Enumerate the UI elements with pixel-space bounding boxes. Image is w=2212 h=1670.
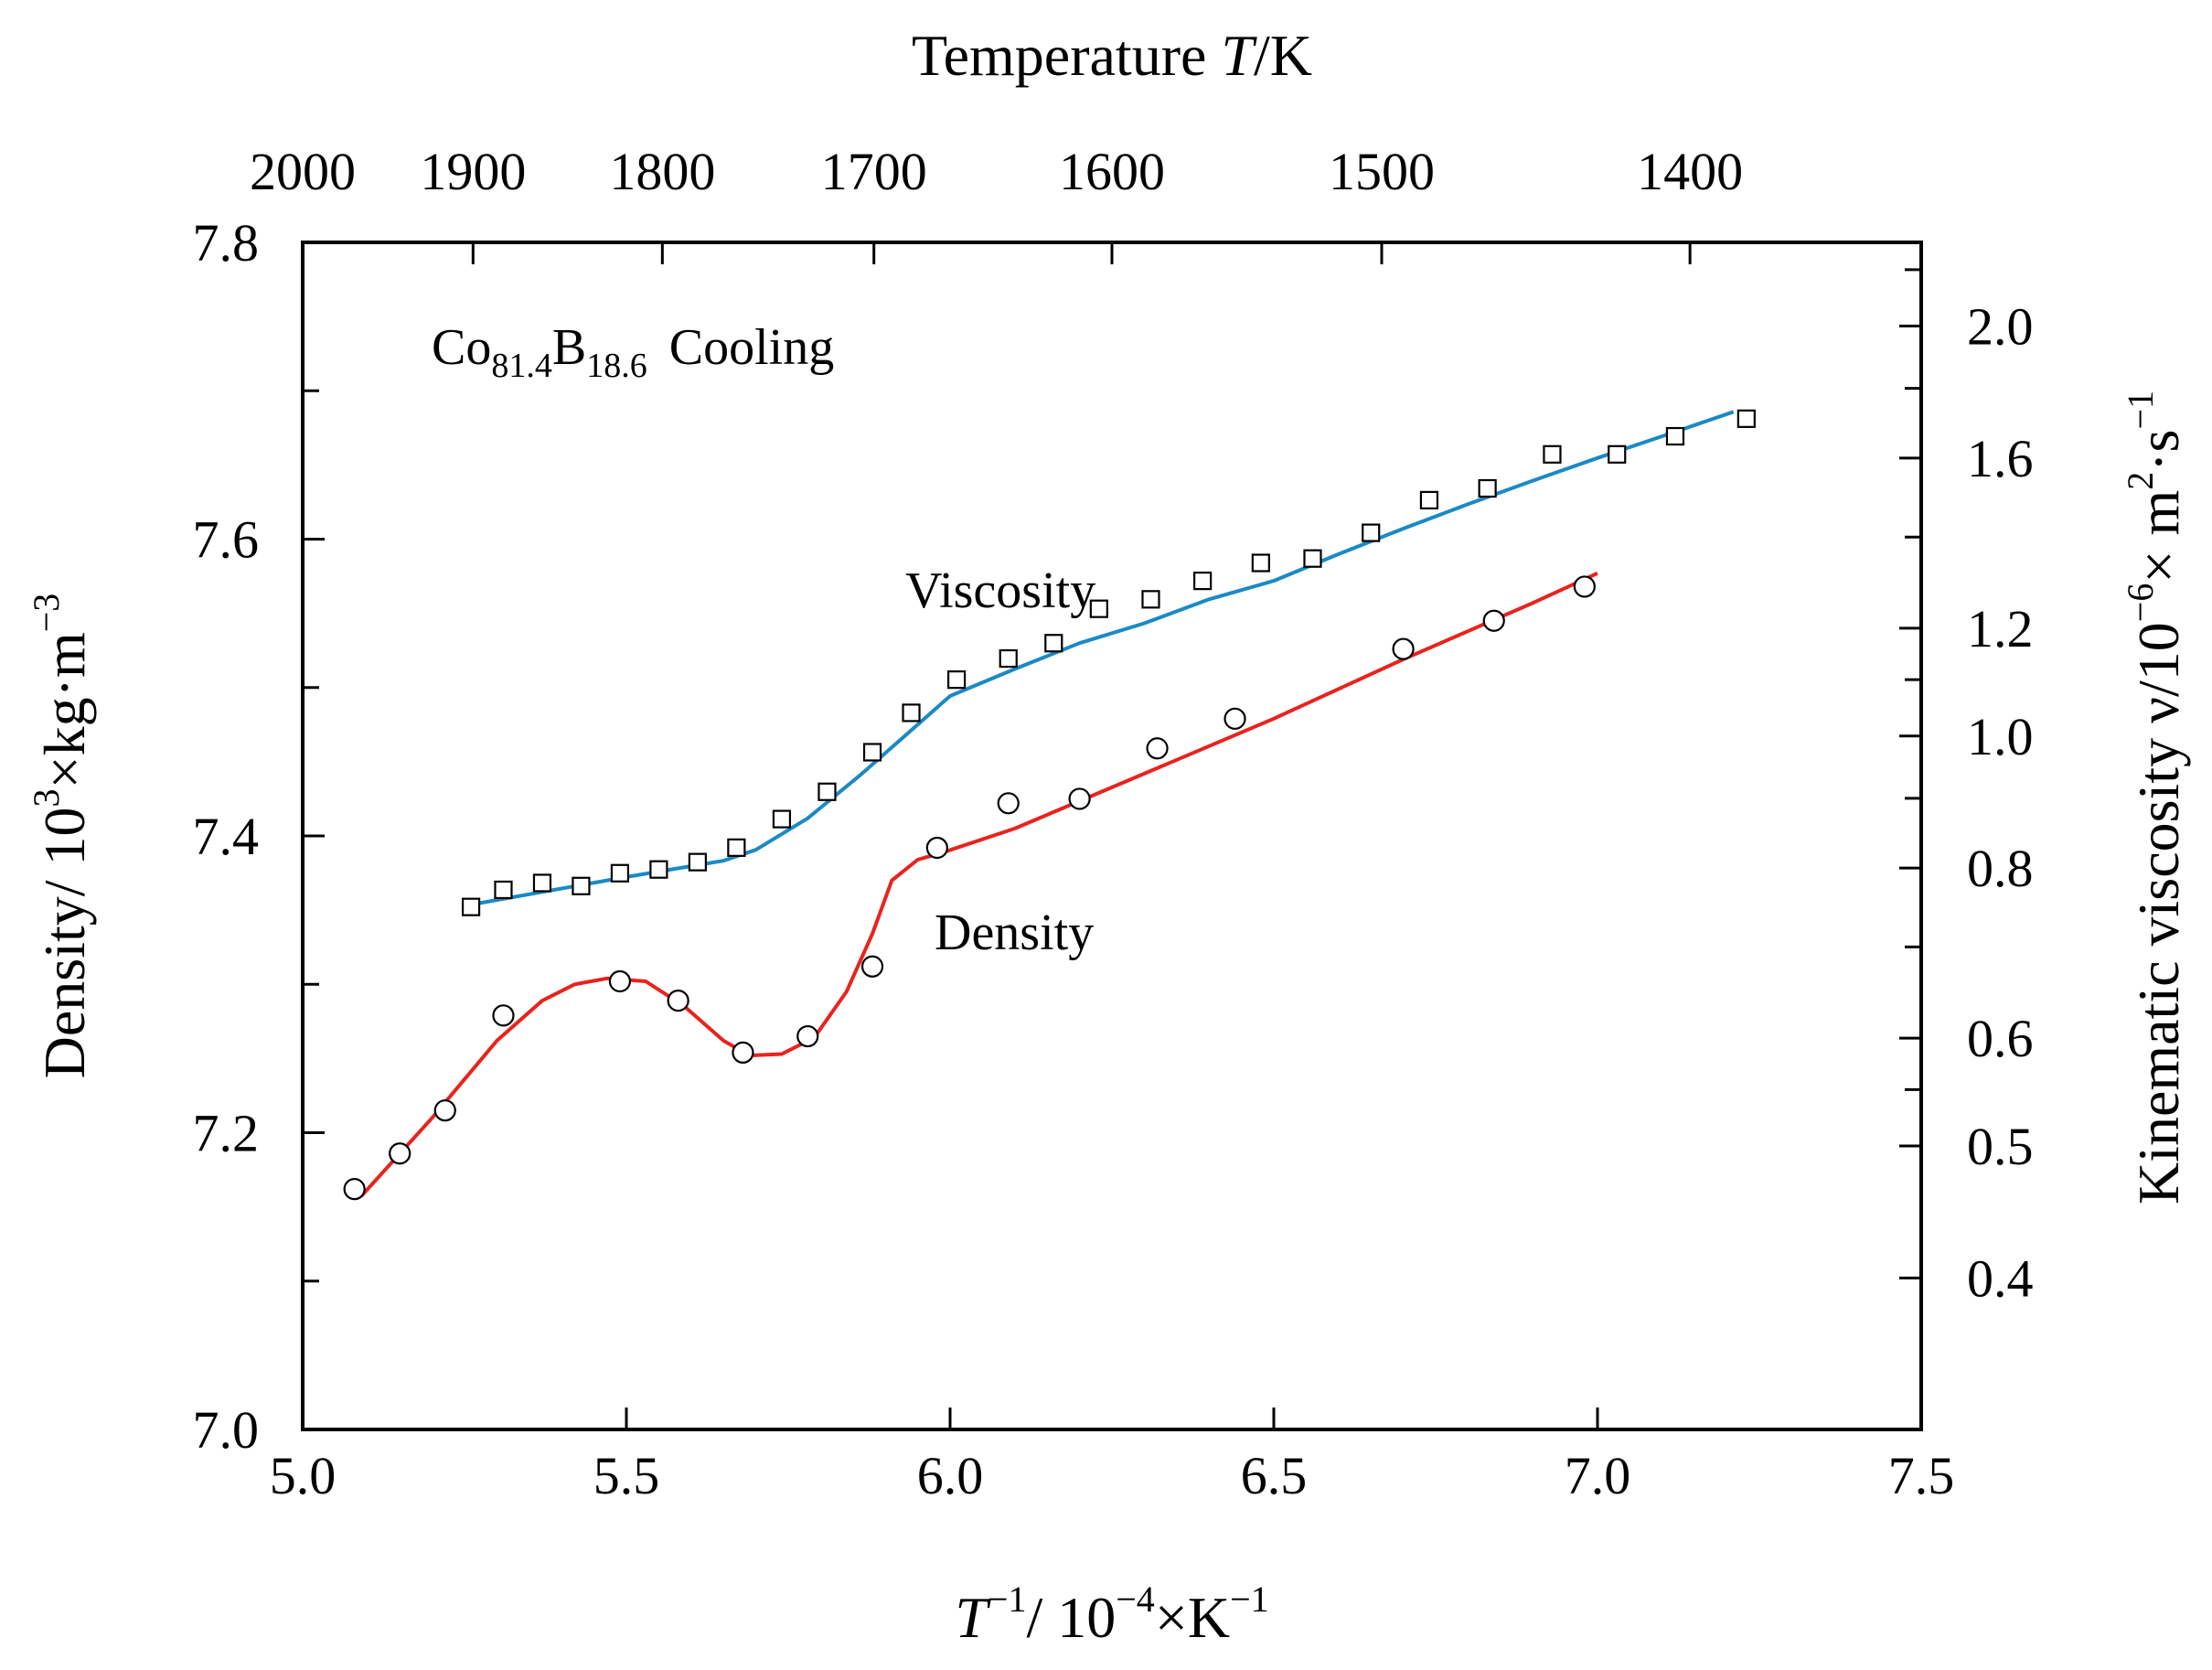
x-top-axis-title: Temperature T/K: [912, 23, 1312, 88]
density-point: [1224, 707, 1246, 730]
y-left-tick-label: 7.4: [193, 807, 260, 866]
x-bottom-axis: 5.0 5.5 6.0 6.5 7.0 7.5: [270, 1408, 1955, 1505]
data-markers: [343, 409, 1756, 1201]
plot-frame: [301, 241, 1923, 1431]
x-bottom-tick-label: 6.0: [917, 1446, 984, 1505]
density-point: [608, 969, 632, 993]
viscosity-point: [1303, 549, 1322, 568]
viscosity-point: [1543, 444, 1562, 464]
density-point: [433, 1099, 456, 1122]
density-point: [925, 836, 948, 860]
y-right-tick-label: 0.8: [1967, 839, 2034, 898]
x-top-tick-label: 1600: [1059, 142, 1165, 201]
viscosity-point: [1419, 490, 1439, 509]
viscosity-point: [649, 860, 668, 879]
x-top-axis: 2000 1900 1800 1700 1600 1500 1400: [250, 142, 1743, 264]
viscosity-point: [1141, 590, 1160, 609]
x-bottom-tick-label: 7.0: [1565, 1446, 1631, 1505]
y-left-axis-title: Density/ 103×kg·m−3: [26, 594, 97, 1079]
density-point: [389, 1142, 411, 1165]
viscosity-point: [862, 743, 882, 762]
y-right-tick-label: 2.0: [1967, 297, 2034, 357]
viscosity-point: [727, 838, 746, 857]
density-point: [1068, 787, 1091, 810]
viscosity-point: [1736, 409, 1756, 428]
density-point: [492, 1004, 515, 1027]
viscosity-point: [772, 809, 792, 829]
viscosity-point: [1193, 572, 1213, 591]
viscosity-point: [1089, 599, 1108, 618]
y-left-tick-label: 7.8: [193, 213, 260, 273]
x-bottom-tick-label: 5.0: [270, 1446, 337, 1505]
density-point: [1482, 609, 1505, 632]
x-top-tick-label: 1800: [609, 142, 715, 201]
viscosity-point: [1362, 523, 1381, 542]
viscosity-point: [688, 852, 707, 872]
viscosity-point: [610, 863, 630, 883]
y-right-tick-label: 1.0: [1967, 707, 2034, 766]
x-top-tick-label: 1900: [420, 142, 526, 201]
y-right-tick-label: 0.4: [1967, 1248, 2034, 1308]
viscosity-point: [572, 876, 591, 895]
viscosity-point: [902, 703, 921, 723]
y-left-tick-label: 7.2: [193, 1104, 260, 1163]
density-point: [796, 1024, 819, 1048]
x-top-tick-label: 1400: [1637, 142, 1743, 201]
y-right-tick-label: 1.2: [1967, 599, 2034, 658]
y-right-tick-label: 1.6: [1967, 429, 2034, 488]
density-point: [997, 792, 1020, 815]
density-point: [667, 989, 689, 1012]
viscosity-point: [494, 880, 513, 900]
y-right-tick-label: 0.6: [1967, 1009, 2034, 1068]
series-label-density: Density: [935, 905, 1094, 961]
series-label-viscosity: Viscosity: [905, 562, 1095, 619]
x-top-tick-label: 1700: [821, 142, 927, 201]
density-point: [1573, 575, 1596, 598]
x-bottom-tick-label: 6.5: [1241, 1446, 1308, 1505]
density-point: [860, 955, 884, 978]
y-left-tick-label: 7.0: [193, 1400, 260, 1460]
y-left-axis: 7.0 7.2 7.4 7.6 7.8: [193, 213, 325, 1460]
x-top-tick-label: 2000: [250, 142, 356, 201]
viscosity-point: [1251, 553, 1270, 573]
viscosity-point: [1665, 426, 1685, 446]
viscosity-point: [999, 648, 1018, 669]
viscosity-point: [461, 897, 481, 916]
density-point: [1392, 637, 1415, 660]
y-right-axis: 0.4 0.5 0.6 0.8 1.0 1.2 1.6 2.0: [1899, 268, 2034, 1308]
viscosity-point: [817, 782, 837, 801]
viscosity-point: [532, 873, 552, 893]
compound-label: Co81.4B18.6 Cooling: [432, 319, 834, 385]
x-bottom-axis-title: T−1/ 10−4×K−1: [955, 1579, 1268, 1650]
fit-lines: [359, 410, 1735, 1198]
y-right-axis-title: Kinematic viscosity ν/10−6× m2·s−1: [2120, 391, 2191, 1204]
viscosity-point: [946, 670, 967, 690]
density-point: [732, 1041, 754, 1064]
y-right-tick-label: 0.5: [1967, 1117, 2034, 1176]
y-left-tick-label: 7.6: [193, 510, 260, 570]
x-top-tick-label: 1500: [1329, 142, 1435, 201]
x-bottom-tick-label: 5.5: [593, 1446, 660, 1505]
viscosity-fit-line: [470, 410, 1735, 907]
x-bottom-tick-label: 7.5: [1888, 1446, 1955, 1505]
density-point: [1146, 737, 1169, 760]
density-point: [343, 1178, 366, 1201]
viscosity-point: [1608, 444, 1627, 464]
viscosity-point: [1478, 478, 1497, 498]
viscosity-point: [1044, 634, 1063, 653]
